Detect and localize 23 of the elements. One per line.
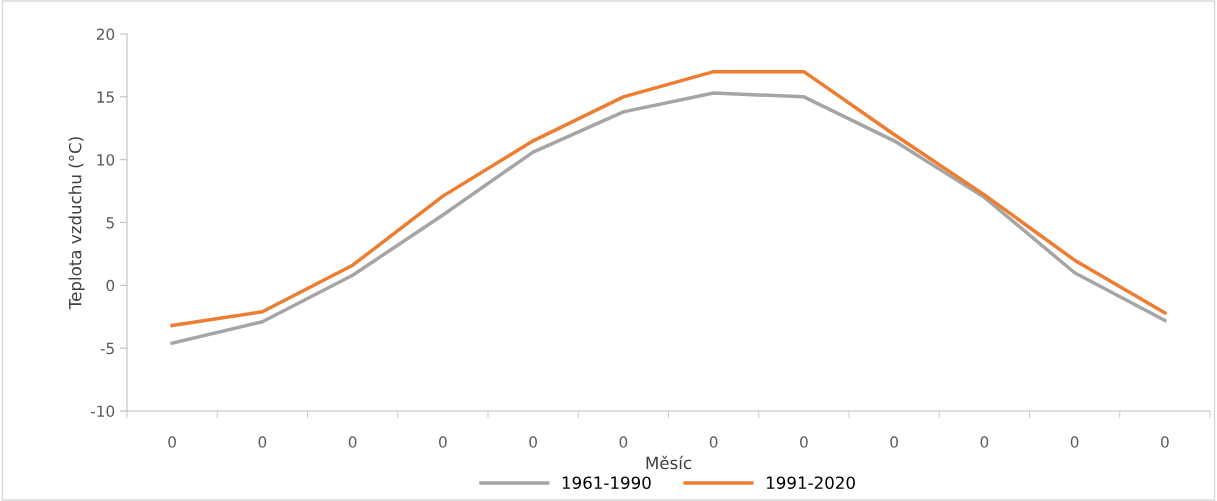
y-tick-label: 15 [97, 91, 114, 103]
y-tick-label: 10 [97, 154, 115, 166]
x-tick-label: 0 [1070, 436, 1079, 448]
x-tick-label: 0 [439, 436, 447, 448]
y-tick-label: 5 [106, 217, 114, 229]
x-tick-label: 0 [800, 436, 808, 448]
x-tick-label: 0 [619, 436, 628, 448]
x-tick-label: 0 [168, 436, 176, 448]
x-axis-title: Měsíc [646, 455, 692, 470]
x-tick-label: 0 [890, 436, 898, 448]
y-axis-title: Teplota vzduchu (°C) [68, 137, 85, 310]
x-tick-label: 0 [1161, 436, 1169, 448]
x-tick-label: 0 [980, 436, 989, 448]
y-tick-label: -5 [100, 342, 114, 355]
y-tick-label: -10 [90, 405, 115, 418]
x-tick-label: 0 [529, 436, 537, 448]
x-tick-label: 0 [709, 436, 718, 448]
legend-label: 1991-2020 [767, 476, 855, 489]
x-tick-label: 0 [258, 436, 267, 448]
y-tick-label: 20 [96, 28, 115, 41]
y-tick-label: 0 [106, 279, 115, 292]
legend-label: 1961-1990 [562, 476, 651, 489]
x-tick-label: 0 [348, 436, 357, 448]
